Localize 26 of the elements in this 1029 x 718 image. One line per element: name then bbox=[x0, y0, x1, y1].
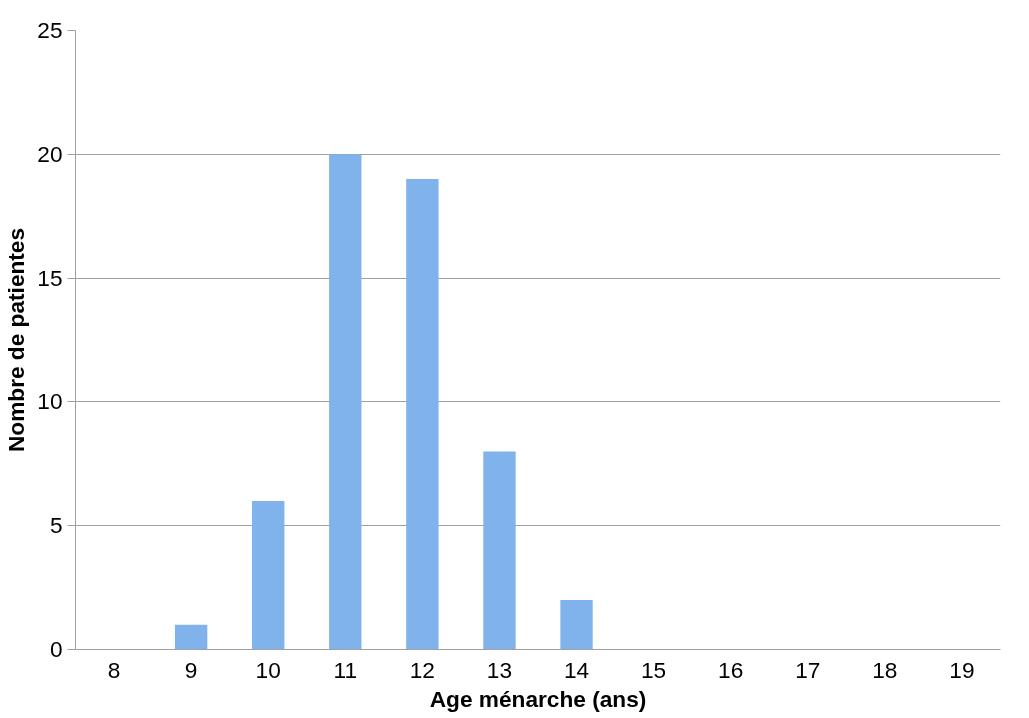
x-tick-label: 18 bbox=[872, 656, 898, 683]
y-tick-label: 0 bbox=[49, 636, 63, 662]
x-tick-label: 19 bbox=[949, 656, 975, 683]
x-tick-label: 14 bbox=[563, 656, 590, 683]
x-tick-label: 15 bbox=[641, 656, 667, 683]
y-tick-label: 20 bbox=[37, 140, 63, 167]
bar bbox=[560, 599, 593, 650]
x-axis-title: Age ménarche (ans) bbox=[429, 685, 647, 712]
y-tick-label: 5 bbox=[49, 512, 63, 539]
bar bbox=[252, 500, 285, 650]
x-tick-label: 8 bbox=[107, 656, 121, 683]
bar bbox=[483, 451, 516, 650]
x-tick-label: 9 bbox=[184, 656, 198, 683]
y-tick-label: 10 bbox=[37, 388, 63, 415]
y-axis-title: Nombre de patientes bbox=[3, 227, 30, 453]
y-tick-label: 15 bbox=[37, 264, 63, 291]
bar bbox=[406, 179, 439, 650]
x-tick-label: 12 bbox=[409, 656, 435, 683]
x-tick-label: 17 bbox=[795, 656, 821, 683]
x-tick-label: 13 bbox=[486, 656, 513, 683]
x-tick-label: 16 bbox=[718, 656, 744, 683]
x-tick-label: 10 bbox=[255, 656, 281, 683]
x-tick-label: 11 bbox=[333, 656, 358, 683]
bar bbox=[174, 624, 208, 650]
y-tick-label: 25 bbox=[37, 17, 63, 43]
bar bbox=[329, 154, 362, 650]
